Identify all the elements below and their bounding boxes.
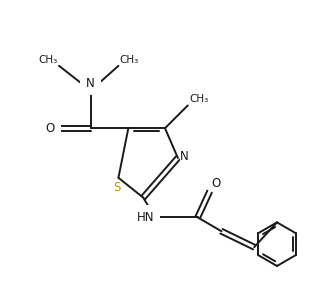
Text: S: S	[113, 181, 120, 194]
Text: HN: HN	[137, 211, 154, 224]
Text: N: N	[180, 151, 189, 163]
Text: O: O	[212, 177, 221, 190]
Text: CH₃: CH₃	[190, 95, 209, 104]
Text: CH₃: CH₃	[39, 55, 58, 65]
Text: O: O	[46, 122, 55, 135]
Text: N: N	[86, 76, 95, 90]
Text: CH₃: CH₃	[119, 55, 139, 65]
